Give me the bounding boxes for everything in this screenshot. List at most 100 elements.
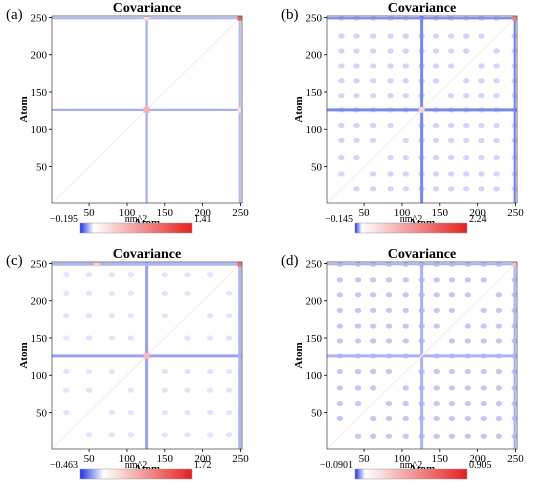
heatmap-spot [463,171,470,177]
heatmap-spot [184,432,191,438]
heatmap-spot [354,277,362,283]
heatmap-spot [184,368,191,375]
heatmap-spot [478,137,485,144]
panel-label: (c) [6,253,23,269]
heatmap-spot [402,137,409,144]
colorbar-min-label: −0.463 [50,460,78,471]
heatmap-spot [385,307,393,314]
heatmap-spot [495,292,503,298]
y-tick-label: 100 [306,124,323,136]
heatmap-spot [385,277,393,283]
heatmap-spot [432,63,440,69]
heatmap-spot [338,137,345,144]
heatmap-spot [354,307,362,314]
heatmap-spot [161,409,168,416]
heatmap-spot [369,368,377,375]
heatmap-spot [127,272,134,278]
chart-title: Covariance [113,1,181,16]
x-tick-label: 200 [194,207,211,219]
heatmap-spot [495,385,503,391]
heatmap-spot [184,409,191,416]
heatmap-cells [52,262,242,449]
heatmap-spot [433,277,440,283]
heatmap-spot [387,63,394,69]
heatmap-spot [184,290,191,296]
y-tick-label: 150 [306,87,323,99]
heatmap-spot [369,63,377,69]
colorbar-max-label: 1.41 [194,214,212,225]
heatmap-spot [447,63,455,69]
heatmap-spot [127,432,134,438]
colorbar-min-label: −0.145 [325,214,353,225]
heatmap-spot [207,272,214,278]
heatmap-spot [85,290,93,296]
heatmap-spot [353,33,360,39]
heatmap-spot [447,33,455,39]
heatmap-spot [63,335,70,341]
heatmap-spot [432,186,440,192]
heatmap-spot [161,313,168,319]
y-tick-label: 150 [306,333,323,345]
y-tick-label: 250 [306,12,323,24]
x-tick-label: 150 [432,207,449,219]
heatmap-peak [143,106,150,113]
heatmap-spot [127,335,134,341]
heatmap-spot [495,307,503,314]
heatmap-spot [447,171,455,177]
heatmap-spot [338,93,345,99]
chart-title: Covariance [388,247,456,262]
plot-frame [51,15,243,204]
heatmap-spot [402,323,409,329]
heatmap-spot [387,48,394,54]
y-tick-label: 50 [311,407,323,419]
heatmap-spot [402,338,409,344]
y-tick-label: 200 [306,296,323,308]
heatmap-spot [447,186,455,192]
y-tick-label: 100 [31,370,48,382]
heatmap-spot [336,415,344,422]
heatmap-peak [512,262,517,267]
x-tick-label: 250 [232,207,249,219]
heatmap-peak [143,16,150,21]
heatmap-spot [369,307,377,314]
heatmap-spot [464,433,471,439]
heatmap-spot [369,122,377,129]
heatmap-spot [480,277,487,283]
heatmap-spot [433,385,440,391]
heatmap-spot [447,48,455,54]
heatmap-spot [353,63,360,69]
heatmap-spot [463,93,470,99]
heatmap-spot [433,368,440,375]
y-tick-label: 150 [31,87,48,99]
panel-label: (d) [281,253,299,269]
covariance-heatmap: (d) Covariance 50 100 150 200 250 50 100 150 200 25… [281,247,524,480]
x-tick-label: 100 [119,207,136,219]
heatmap-spot [464,415,471,422]
heatmap-spot [353,154,360,161]
heatmap-spot [336,400,344,407]
heatmap-cells [52,16,242,203]
y-axis-label: Atom [293,342,305,368]
heatmap-spot [207,335,214,341]
x-tick-label: 50 [359,207,371,219]
heatmap-spot [127,290,134,296]
heatmap-spot [353,78,360,84]
heatmap-spot [480,368,487,375]
colorbar-max-label: 1.72 [194,460,212,471]
heatmap-spot [184,387,191,393]
covariance-heatmap: (b) Covariance 50 100 150 200 250 50 100 150 200 25… [281,1,524,234]
heatmap-spot [338,154,345,161]
heatmap-peak [143,352,150,359]
heatmap-spot [480,433,487,439]
y-axis-label: Atom [18,342,30,368]
x-tick-label: 200 [469,453,486,465]
heatmap-spot [85,272,93,278]
heatmap-peak [418,106,425,113]
plot-frame [51,261,243,450]
heatmap-spot [387,186,394,192]
y-tick-label: 50 [36,161,48,173]
heatmap-spot [353,48,360,54]
heatmap-spot [433,400,440,407]
heatmap-spot [354,433,362,439]
heatmap-spot [184,335,191,341]
